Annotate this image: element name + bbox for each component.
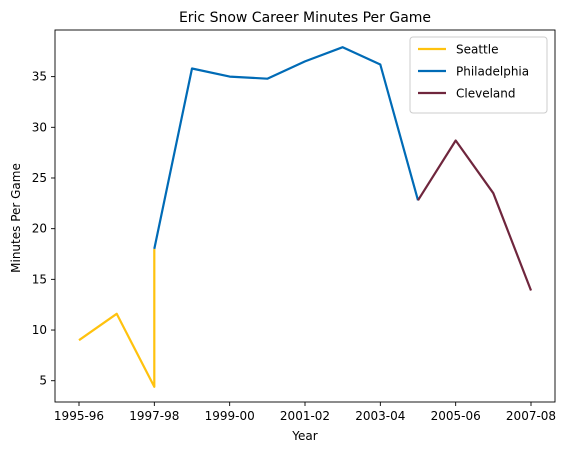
x-axis: 1995-96 1997-98 1999-00 2001-02 2003-04 2005-…	[54, 402, 556, 423]
y-tick-label: 15	[32, 272, 47, 286]
x-tick-label: 2003-04	[355, 409, 405, 423]
legend-label: Seattle	[456, 43, 498, 57]
chart-title: Eric Snow Career Minutes Per Game	[179, 10, 431, 26]
series-lines	[78, 46, 533, 388]
y-axis-label: Minutes Per Game	[9, 163, 23, 273]
legend-label: Philadelphia	[456, 65, 529, 79]
y-tick-label: 20	[32, 222, 47, 236]
y-tick-label: 25	[32, 171, 47, 185]
legend-label: Cleveland	[456, 87, 516, 101]
y-axis: 5 10 15 20 25 30 35	[32, 70, 55, 388]
y-tick-label: 10	[32, 323, 47, 337]
x-axis-label: Year	[291, 429, 317, 443]
x-tick-label: 2007-08	[506, 409, 556, 423]
legend: Seattle Philadelphia Cleveland	[409, 36, 548, 114]
series-line-philadelphia	[153, 46, 420, 250]
series-line-cleveland	[417, 139, 533, 291]
x-tick-label: 1999-00	[205, 409, 255, 423]
y-tick-label: 35	[32, 70, 47, 84]
x-tick-label: 1995-96	[54, 409, 104, 423]
y-tick-label: 30	[32, 120, 47, 134]
y-tick-label: 5	[39, 374, 47, 388]
x-tick-label: 2001-02	[280, 409, 330, 423]
series-line-seattle	[78, 248, 156, 388]
x-tick-label: 1997-98	[129, 409, 179, 423]
x-tick-label: 2005-06	[431, 409, 481, 423]
